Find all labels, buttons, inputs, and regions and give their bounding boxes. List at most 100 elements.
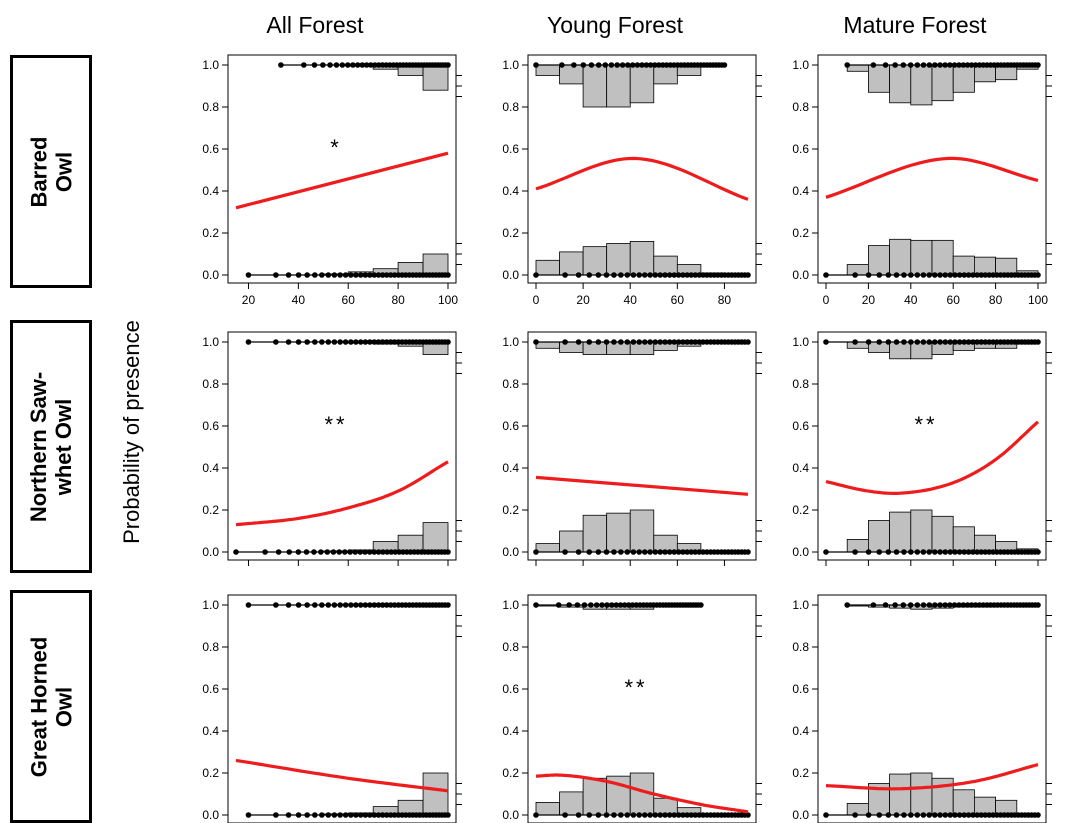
- y-tick-label: 1.0: [792, 58, 809, 72]
- rug-present-point: [581, 602, 588, 608]
- y-tick-label: 0.0: [792, 808, 809, 822]
- rug-absent-point: [379, 812, 386, 818]
- y-tick-label: 0.6: [792, 419, 809, 433]
- y-tick-label: 0.8: [502, 100, 519, 114]
- rug-present-point: [353, 602, 359, 608]
- histogram-bar-absent: [629, 509, 655, 553]
- rug-present-point: [595, 339, 602, 345]
- rug-absent-point: [937, 549, 943, 555]
- fitted-curve: [825, 420, 1040, 495]
- rug-absent-point: [865, 272, 872, 278]
- rug-absent-point: [1035, 272, 1041, 278]
- y-tick-label: 1.0: [202, 335, 219, 349]
- rug-present-point: [978, 339, 985, 345]
- y-tick-label: 0.8: [792, 640, 809, 654]
- rug-present-point: [1035, 62, 1041, 68]
- y-tick-label: 0.2: [792, 503, 809, 517]
- rug-present-point: [947, 339, 954, 345]
- histogram-bar-present: [582, 64, 608, 108]
- rug-absent-point: [865, 812, 872, 818]
- fitted-curve: [235, 758, 449, 793]
- rug-present-point: [593, 602, 600, 608]
- rug-present-point: [608, 602, 615, 608]
- rug-present-point: [533, 339, 539, 345]
- y-tick-label: 0.4: [502, 461, 519, 475]
- rug-absent-point: [680, 549, 686, 555]
- histogram-bar-absent: [889, 238, 912, 276]
- rug-present-point: [970, 339, 976, 345]
- rug-absent-point: [671, 812, 678, 818]
- rug-absent-point: [688, 549, 695, 555]
- significance-marker: **: [914, 412, 937, 437]
- rug-present-point: [696, 339, 703, 345]
- histogram-bar-present: [559, 64, 584, 85]
- rug-present-point: [947, 602, 953, 608]
- y-tick-label: 0.8: [792, 100, 809, 114]
- rug-present-point: [745, 339, 751, 345]
- rug-absent-point: [652, 549, 659, 555]
- rug-present-point: [618, 339, 624, 345]
- rug-absent-point: [823, 549, 829, 555]
- y-tick-label: 0.2: [202, 503, 219, 517]
- rug-absent-point: [974, 812, 980, 818]
- rug-absent-point: [630, 549, 637, 555]
- rug-absent-point: [647, 549, 653, 555]
- rug-present-point: [960, 602, 967, 608]
- histogram-bar-absent: [653, 255, 678, 276]
- rug-absent-point: [586, 272, 593, 278]
- rug-absent-point: [331, 272, 338, 278]
- histogram-bar-absent: [582, 777, 608, 816]
- rug-absent-point: [961, 812, 968, 818]
- row-label-box-barred-owl: Barred Owl: [10, 55, 92, 288]
- rug-absent-point: [603, 272, 610, 278]
- rug-absent-point: [893, 272, 900, 278]
- rug-absent-point: [383, 272, 390, 278]
- rug-absent-point: [312, 812, 318, 818]
- histogram-bar-absent: [889, 773, 912, 816]
- y-tick-label: 0.0: [202, 268, 219, 282]
- rug-present-point: [312, 339, 318, 345]
- y-tick-label: 1.0: [792, 335, 809, 349]
- rug-present-point: [625, 602, 632, 608]
- y-tick-label: 0.6: [502, 419, 519, 433]
- rug-present-point: [379, 339, 386, 345]
- rug-absent-point: [618, 272, 624, 278]
- rug-absent-point: [641, 812, 648, 818]
- rug-absent-point: [696, 812, 703, 818]
- rug-present-point: [312, 602, 318, 608]
- rug-absent-point: [956, 549, 963, 555]
- rug-present-point: [295, 602, 302, 608]
- rug-present-point: [588, 62, 595, 68]
- rug-present-point: [342, 602, 349, 608]
- rug-absent-point: [533, 549, 539, 555]
- rug-present-point: [445, 62, 451, 68]
- rug-absent-point: [641, 549, 648, 555]
- rug-absent-point: [611, 812, 617, 818]
- rug-absent-point: [852, 272, 858, 278]
- rug-absent-point: [445, 272, 451, 278]
- rug-present-point: [961, 339, 968, 345]
- histogram-bar-absent: [606, 512, 631, 553]
- rug-present-point: [362, 602, 369, 608]
- rug-present-point: [974, 339, 980, 345]
- rug-present-point: [372, 62, 378, 68]
- rug-present-point: [367, 602, 373, 608]
- rug-absent-point: [647, 812, 653, 818]
- y-tick-label: 0.8: [502, 377, 519, 391]
- x-tick-label: 60: [671, 293, 685, 307]
- rug-absent-point: [908, 812, 914, 818]
- panel-northern-saw-whet-owl-mature-forest: 0.0 0.2 0.4 0.6 0.8 1.0 **: [792, 331, 1052, 566]
- y-tick-label: 0.6: [202, 419, 219, 433]
- plot-frame: [817, 594, 1047, 823]
- rug-absent-point: [586, 549, 593, 555]
- rug-absent-point: [348, 272, 354, 278]
- rug-absent-point: [931, 812, 938, 818]
- y-tick-label: 0.8: [502, 640, 519, 654]
- column-title-young-forest: Young Forest: [547, 12, 683, 38]
- rug-absent-point: [931, 272, 938, 278]
- x-tick-label: 20: [242, 293, 256, 307]
- x-tick-label: 20: [862, 293, 876, 307]
- rug-present-point: [375, 339, 382, 345]
- plot-frame: [227, 594, 457, 823]
